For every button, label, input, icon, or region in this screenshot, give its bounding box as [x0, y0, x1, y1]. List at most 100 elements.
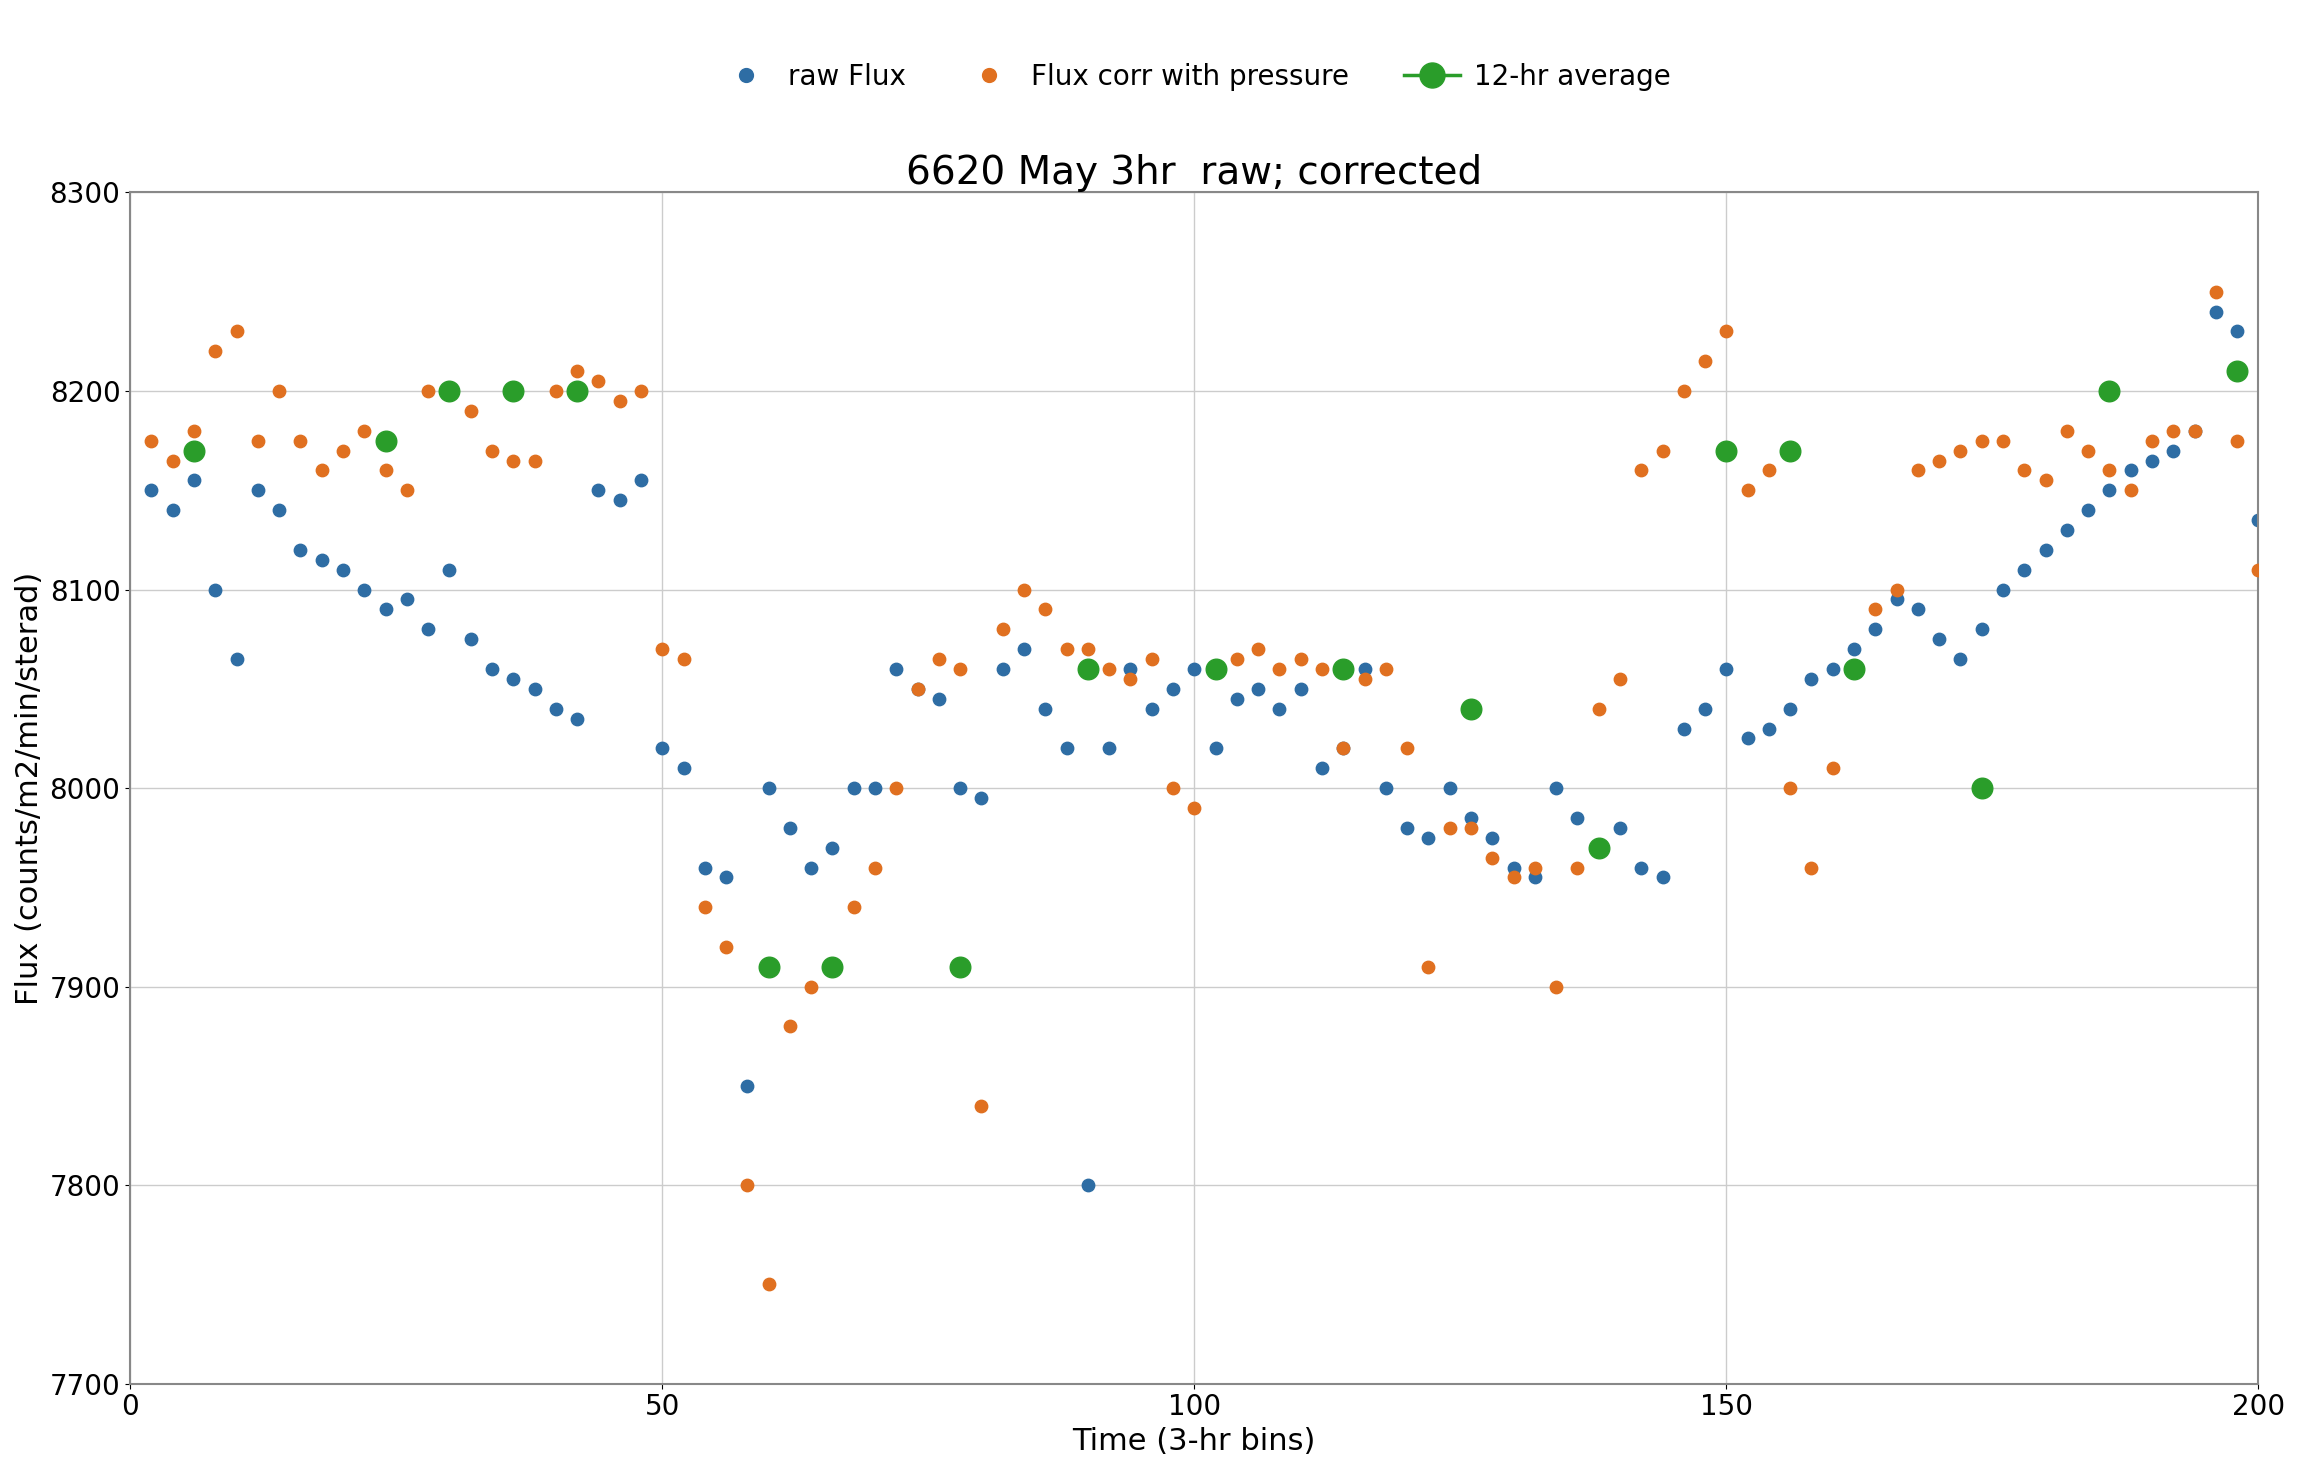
- Flux corr with pressure: [2111, 478, 2148, 502]
- Flux corr with pressure: [1964, 430, 2001, 453]
- raw Flux: [1368, 777, 1405, 800]
- raw Flux: [1026, 697, 1063, 721]
- raw Flux: [1240, 677, 1276, 700]
- 12-hr average: [1771, 438, 1808, 462]
- raw Flux: [1175, 658, 1212, 681]
- raw Flux: [2155, 438, 2192, 462]
- Flux corr with pressure: [1709, 319, 1746, 343]
- Flux corr with pressure: [1175, 796, 1212, 819]
- Flux corr with pressure: [665, 647, 702, 671]
- raw Flux: [1964, 618, 2001, 641]
- raw Flux: [1601, 816, 1638, 840]
- Flux corr with pressure: [368, 459, 405, 482]
- Flux corr with pressure: [1559, 856, 1596, 880]
- raw Flux: [2026, 538, 2063, 562]
- raw Flux: [729, 1074, 766, 1097]
- Flux corr with pressure: [389, 478, 426, 502]
- raw Flux: [2196, 300, 2233, 324]
- Flux corr with pressure: [133, 430, 170, 453]
- 12-hr average: [1580, 836, 1617, 859]
- Flux corr with pressure: [1111, 668, 1148, 691]
- Flux corr with pressure: [2240, 558, 2277, 581]
- raw Flux: [1155, 677, 1191, 700]
- Flux corr with pressure: [644, 637, 681, 660]
- raw Flux: [1346, 658, 1382, 681]
- Flux corr with pressure: [899, 677, 936, 700]
- Flux corr with pressure: [1155, 777, 1191, 800]
- Flux corr with pressure: [1454, 816, 1490, 840]
- raw Flux: [2006, 558, 2042, 581]
- raw Flux: [1709, 658, 1746, 681]
- raw Flux: [1750, 716, 1787, 740]
- Flux corr with pressure: [515, 449, 552, 472]
- raw Flux: [1005, 637, 1042, 660]
- 12-hr average: [1964, 777, 2001, 800]
- Flux corr with pressure: [1624, 459, 1661, 482]
- raw Flux: [1325, 737, 1362, 761]
- Flux corr with pressure: [1686, 350, 1723, 374]
- X-axis label: Time (3-hr bins): Time (3-hr bins): [1072, 1427, 1316, 1456]
- Flux corr with pressure: [1049, 637, 1086, 660]
- Flux corr with pressure: [708, 936, 745, 959]
- Flux corr with pressure: [1260, 658, 1297, 681]
- Flux corr with pressure: [1644, 438, 1681, 462]
- Flux corr with pressure: [750, 1272, 787, 1296]
- Flux corr with pressure: [685, 896, 722, 919]
- Flux corr with pressure: [283, 430, 320, 453]
- Flux corr with pressure: [1750, 459, 1787, 482]
- 12-hr average: [175, 438, 212, 462]
- raw Flux: [2220, 319, 2256, 343]
- raw Flux: [1559, 806, 1596, 830]
- raw Flux: [1644, 865, 1681, 888]
- Flux corr with pressure: [304, 459, 340, 482]
- Flux corr with pressure: [793, 975, 830, 999]
- Flux corr with pressure: [1410, 955, 1447, 978]
- Flux corr with pressure: [260, 380, 297, 403]
- raw Flux: [2049, 518, 2086, 541]
- raw Flux: [1771, 697, 1808, 721]
- Flux corr with pressure: [941, 658, 978, 681]
- raw Flux: [1283, 677, 1320, 700]
- Flux corr with pressure: [1325, 737, 1362, 761]
- raw Flux: [2111, 459, 2148, 482]
- Flux corr with pressure: [2155, 419, 2192, 443]
- Flux corr with pressure: [1665, 380, 1702, 403]
- 12-hr average: [750, 955, 787, 978]
- Flux corr with pressure: [430, 380, 467, 403]
- raw Flux: [1474, 827, 1511, 850]
- Flux corr with pressure: [1835, 658, 1872, 681]
- 12-hr average: [1709, 438, 1746, 462]
- raw Flux: [1090, 737, 1127, 761]
- raw Flux: [368, 597, 405, 621]
- Y-axis label: Flux (counts/m2/min/sterad): Flux (counts/m2/min/sterad): [16, 571, 44, 1005]
- raw Flux: [1665, 716, 1702, 740]
- raw Flux: [1134, 697, 1171, 721]
- Flux corr with pressure: [1134, 647, 1171, 671]
- raw Flux: [1454, 806, 1490, 830]
- Flux corr with pressure: [1985, 430, 2022, 453]
- raw Flux: [1985, 578, 2022, 602]
- Flux corr with pressure: [1815, 756, 1852, 780]
- raw Flux: [1219, 687, 1256, 710]
- raw Flux: [304, 549, 340, 572]
- Flux corr with pressure: [1920, 449, 1957, 472]
- Flux corr with pressure: [1794, 856, 1831, 880]
- 12-hr average: [2091, 380, 2128, 403]
- Flux corr with pressure: [1240, 637, 1276, 660]
- 12-hr average: [368, 430, 405, 453]
- Flux corr with pressure: [1090, 658, 1127, 681]
- Legend: raw Flux, Flux corr with pressure, 12-hr average: raw Flux, Flux corr with pressure, 12-hr…: [706, 51, 1681, 101]
- 12-hr average: [1835, 658, 1872, 681]
- raw Flux: [580, 478, 616, 502]
- raw Flux: [494, 668, 531, 691]
- raw Flux: [1410, 827, 1447, 850]
- Flux corr with pressure: [1198, 658, 1235, 681]
- Flux corr with pressure: [1368, 658, 1405, 681]
- raw Flux: [1431, 777, 1467, 800]
- raw Flux: [793, 856, 830, 880]
- Flux corr with pressure: [409, 380, 446, 403]
- Flux corr with pressure: [2196, 279, 2233, 303]
- Flux corr with pressure: [1346, 668, 1382, 691]
- raw Flux: [154, 499, 191, 522]
- Flux corr with pressure: [1219, 647, 1256, 671]
